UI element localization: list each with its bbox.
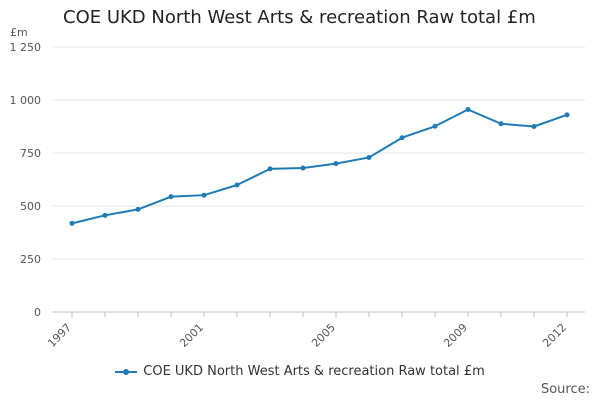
data-point[interactable] xyxy=(333,161,339,167)
legend: COE UKD North West Arts & recreation Raw… xyxy=(0,364,600,379)
y-tick-label: 500 xyxy=(20,200,41,213)
y-axis-ticks: 0 250 500 750 1 000 1 250 xyxy=(10,41,42,319)
y-tick-label: 1 250 xyxy=(10,41,42,54)
y-tick-label: 750 xyxy=(20,147,41,160)
data-point[interactable] xyxy=(300,165,306,171)
legend-label: COE UKD North West Arts & recreation Raw… xyxy=(143,364,485,379)
y-tick-label: 250 xyxy=(20,253,41,266)
chart-title: COE UKD North West Arts & recreation Raw… xyxy=(63,7,536,28)
x-tick-label: 2009 xyxy=(441,321,470,350)
data-point[interactable] xyxy=(564,112,570,118)
y-tick-label: 0 xyxy=(34,306,41,319)
data-point[interactable] xyxy=(465,107,471,113)
data-point[interactable] xyxy=(531,124,537,129)
data-point[interactable] xyxy=(432,123,438,129)
x-tick-label: 2005 xyxy=(309,321,338,350)
data-point[interactable] xyxy=(69,220,75,226)
legend-swatch xyxy=(115,368,138,375)
series-layer xyxy=(69,107,570,226)
x-tick-label: 2001 xyxy=(177,321,206,350)
data-point[interactable] xyxy=(498,121,504,127)
data-point[interactable] xyxy=(135,206,141,212)
y-axis-unit: £m xyxy=(10,26,28,39)
legend-marker xyxy=(123,368,130,375)
data-point[interactable] xyxy=(234,182,240,188)
x-tick-label: 1997 xyxy=(45,321,74,350)
grid-lines xyxy=(52,46,585,313)
data-point[interactable] xyxy=(102,212,108,218)
data-point[interactable] xyxy=(168,194,174,200)
series-line xyxy=(71,108,568,225)
data-point[interactable] xyxy=(267,166,273,172)
data-point[interactable] xyxy=(399,135,405,141)
y-tick-label: 1 000 xyxy=(10,94,42,107)
x-tick-label: 2012 xyxy=(540,321,569,350)
source-label: Source: xyxy=(540,382,590,397)
x-axis-ticks: 1997 2001 2005 2009 2012 xyxy=(45,312,569,350)
data-point[interactable] xyxy=(366,154,372,160)
data-point[interactable] xyxy=(201,192,207,198)
